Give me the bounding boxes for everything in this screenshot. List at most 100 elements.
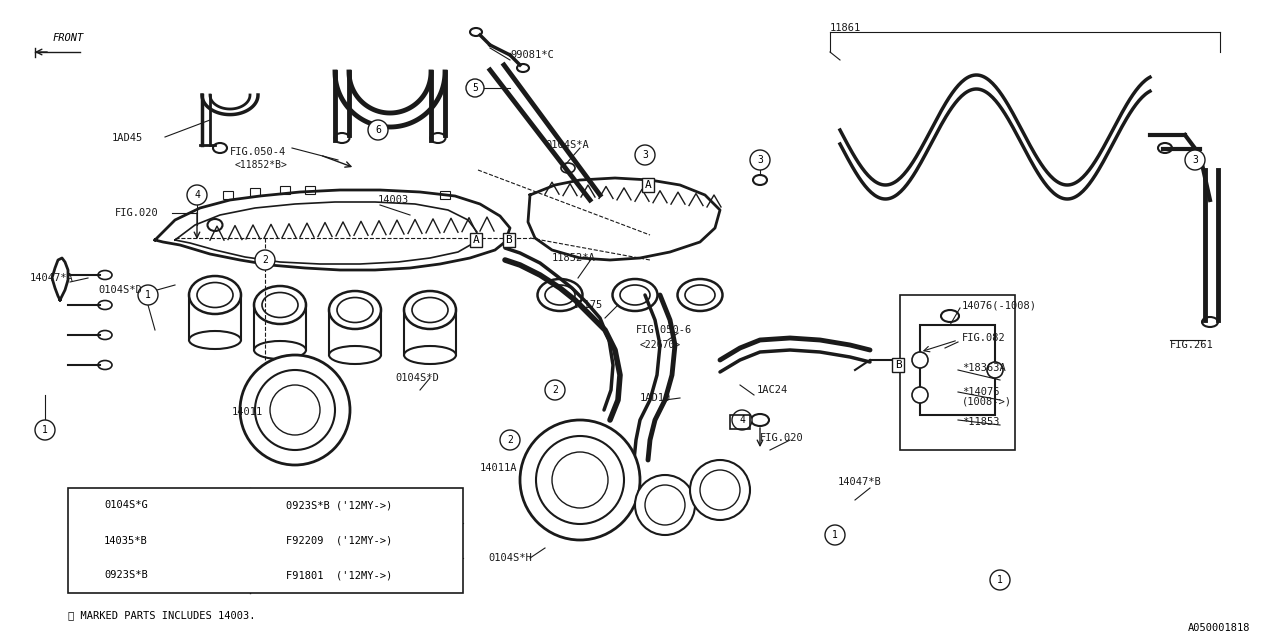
Bar	[305, 186, 315, 194]
Text: 0923S*B ('12MY->): 0923S*B ('12MY->)	[285, 500, 392, 511]
Text: 6: 6	[375, 125, 381, 135]
Circle shape	[260, 566, 280, 586]
Text: 14047*B: 14047*B	[838, 477, 882, 487]
Circle shape	[989, 570, 1010, 590]
Text: 1: 1	[42, 425, 47, 435]
Text: 0104S*A: 0104S*A	[545, 140, 589, 150]
Text: 5: 5	[268, 536, 273, 545]
Circle shape	[545, 380, 564, 400]
Circle shape	[826, 525, 845, 545]
Circle shape	[690, 460, 750, 520]
Circle shape	[78, 495, 99, 515]
Text: 1: 1	[84, 500, 91, 511]
Text: 0104S*H: 0104S*H	[488, 553, 531, 563]
Circle shape	[466, 79, 484, 97]
Text: 1AD19: 1AD19	[640, 393, 671, 403]
Circle shape	[78, 531, 99, 550]
Bar	[250, 188, 260, 196]
Bar	[440, 191, 451, 199]
Circle shape	[260, 531, 280, 550]
Text: 6: 6	[268, 570, 273, 580]
Circle shape	[35, 420, 55, 440]
Circle shape	[645, 485, 685, 525]
Text: 14076(-1008): 14076(-1008)	[963, 300, 1037, 310]
Circle shape	[750, 150, 771, 170]
Circle shape	[552, 452, 608, 508]
Text: FRONT: FRONT	[52, 33, 83, 43]
Bar	[900, 295, 1015, 450]
Text: 1AC24: 1AC24	[756, 385, 788, 395]
Text: FIG.261: FIG.261	[1170, 340, 1213, 350]
Bar	[68, 488, 463, 593]
Circle shape	[270, 385, 320, 435]
Text: 2: 2	[552, 385, 558, 395]
Text: 3: 3	[84, 570, 91, 580]
Text: 2: 2	[84, 536, 91, 545]
Text: FIG.020: FIG.020	[760, 433, 804, 443]
Text: 11852*A: 11852*A	[552, 253, 595, 263]
Text: 14011A: 14011A	[480, 463, 517, 473]
Text: F91801  ('12MY->): F91801 ('12MY->)	[285, 570, 392, 580]
Text: 3: 3	[756, 155, 763, 165]
Bar	[730, 415, 750, 429]
Text: ※ MARKED PARTS INCLUDES 14003.: ※ MARKED PARTS INCLUDES 14003.	[68, 610, 256, 620]
Circle shape	[732, 410, 753, 430]
Text: 5: 5	[472, 83, 477, 93]
Circle shape	[255, 250, 275, 270]
Text: FIG.050-4: FIG.050-4	[230, 147, 287, 157]
Text: 0104S*G: 0104S*G	[104, 500, 147, 511]
Text: 1: 1	[832, 530, 838, 540]
Text: 14011: 14011	[232, 407, 264, 417]
Text: 14003: 14003	[378, 195, 410, 205]
Circle shape	[520, 420, 640, 540]
Text: 0104S*D: 0104S*D	[396, 373, 439, 383]
Text: FIG.020: FIG.020	[115, 208, 159, 218]
Text: FIG.082: FIG.082	[963, 333, 1006, 343]
Circle shape	[260, 495, 280, 515]
Circle shape	[241, 355, 349, 465]
Bar	[280, 186, 291, 194]
Text: 1AD45: 1AD45	[113, 133, 143, 143]
Text: *18363A: *18363A	[963, 363, 1006, 373]
Circle shape	[635, 475, 695, 535]
Circle shape	[255, 370, 335, 450]
Text: A050001818: A050001818	[1188, 623, 1251, 633]
Text: 2: 2	[507, 435, 513, 445]
Circle shape	[911, 387, 928, 403]
Text: 1: 1	[145, 290, 151, 300]
Text: B: B	[895, 360, 901, 370]
Text: 3: 3	[643, 150, 648, 160]
Circle shape	[78, 566, 99, 586]
Text: 0104S*D: 0104S*D	[99, 285, 142, 295]
Text: FIG.050-6: FIG.050-6	[636, 325, 692, 335]
Circle shape	[987, 362, 1004, 378]
Text: A: A	[472, 235, 480, 245]
Text: B: B	[506, 235, 512, 245]
Text: <11852*B>: <11852*B>	[236, 160, 288, 170]
Text: 14047*A: 14047*A	[29, 273, 74, 283]
Circle shape	[700, 470, 740, 510]
Bar	[920, 325, 995, 415]
Text: 1: 1	[997, 575, 1004, 585]
Circle shape	[536, 436, 625, 524]
Text: 4: 4	[268, 500, 273, 511]
Text: 0923S*B: 0923S*B	[104, 570, 147, 580]
Text: *11853: *11853	[963, 417, 1000, 427]
Text: 99081*C: 99081*C	[509, 50, 554, 60]
Circle shape	[187, 185, 207, 205]
Text: *14076: *14076	[963, 387, 1000, 397]
Text: 4: 4	[195, 190, 200, 200]
Bar	[223, 191, 233, 199]
Text: 14035*B: 14035*B	[104, 536, 147, 545]
Text: 3: 3	[1192, 155, 1198, 165]
Text: 16175: 16175	[572, 300, 603, 310]
Text: F92209  ('12MY->): F92209 ('12MY->)	[285, 536, 392, 545]
Circle shape	[1185, 150, 1204, 170]
Circle shape	[138, 285, 157, 305]
Text: A: A	[645, 180, 652, 190]
Text: (1008->): (1008->)	[963, 397, 1012, 407]
Circle shape	[500, 430, 520, 450]
Text: 4: 4	[739, 415, 745, 425]
Circle shape	[635, 145, 655, 165]
Text: 2: 2	[262, 255, 268, 265]
